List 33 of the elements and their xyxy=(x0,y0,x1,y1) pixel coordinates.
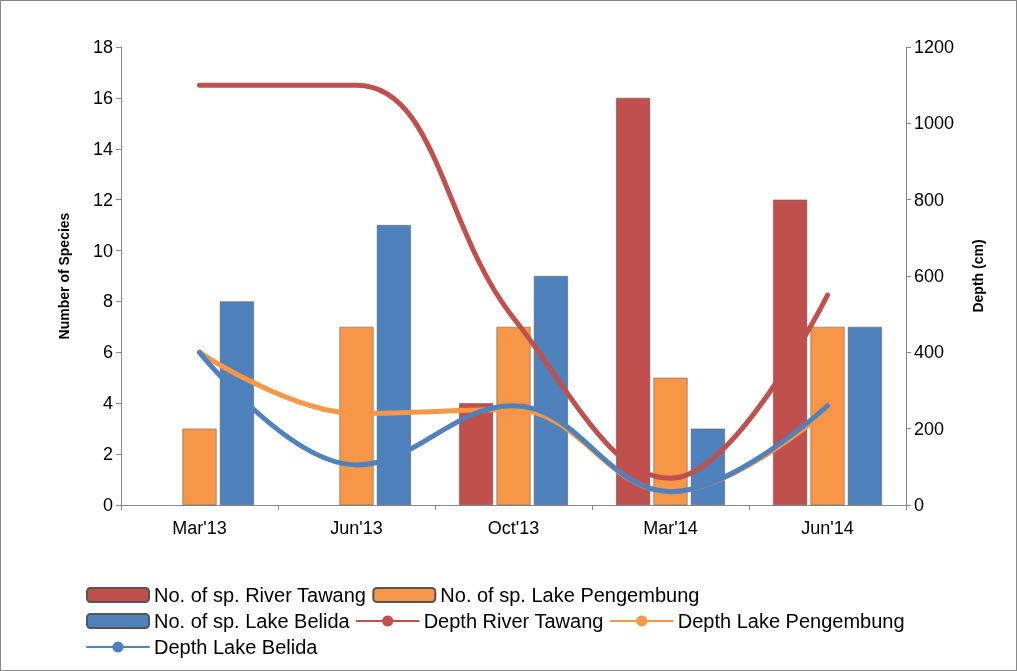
y-tick-label: 2 xyxy=(102,444,113,465)
x-tick-label: Mar'13 xyxy=(172,518,227,538)
y2-tick-label: 0 xyxy=(914,495,925,515)
y-tick-label: 8 xyxy=(102,291,113,312)
y-tick-label: 12 xyxy=(92,189,113,210)
y2-tick-label: 600 xyxy=(914,266,945,286)
legend-label: Depth Lake Belida xyxy=(154,636,319,658)
y-axis-title: Number of Species xyxy=(56,212,72,340)
y-tick-label: 6 xyxy=(102,342,113,363)
y2-tick-label: 1200 xyxy=(914,37,955,57)
bar xyxy=(459,403,494,505)
y2-tick-label: 800 xyxy=(914,189,945,210)
y-tick-label: 18 xyxy=(92,37,113,57)
legend-label: No. of sp. Lake Pengembung xyxy=(440,584,700,606)
legend-label: Depth River Tawang xyxy=(423,610,604,632)
y-tick-label: 14 xyxy=(92,138,113,159)
y-tick-label: 10 xyxy=(92,240,113,261)
y2-tick-label: 400 xyxy=(914,342,945,363)
y-tick-label: 4 xyxy=(102,393,113,414)
y2-tick-label: 1000 xyxy=(914,113,955,134)
legend-label: Depth Lake Pengembung xyxy=(677,610,905,632)
y-tick-label: 16 xyxy=(92,87,113,108)
bar xyxy=(847,326,882,505)
legend-label: No. of sp. Lake Belida xyxy=(154,610,351,632)
bar xyxy=(182,428,217,505)
y2-axis-title: Depth (cm) xyxy=(970,239,986,313)
y2-tick-label: 200 xyxy=(914,418,945,439)
y-tick-label: 0 xyxy=(102,495,113,515)
x-tick-label: Jun'13 xyxy=(330,518,383,538)
legend-label: No. of sp. River Tawang xyxy=(154,584,366,606)
x-tick-label: Oct'13 xyxy=(487,518,540,538)
x-tick-label: Jun'14 xyxy=(801,518,854,538)
x-tick-label: Mar'14 xyxy=(643,518,698,538)
